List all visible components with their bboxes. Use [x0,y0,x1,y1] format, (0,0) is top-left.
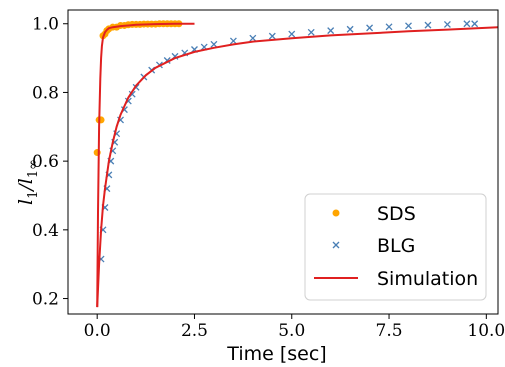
y-tick-label: 0.2 [32,290,59,310]
plot-frame [67,9,499,315]
y-tick-label: 0.4 [32,221,59,241]
y-axis-ticks: 0.2 0.4 0.6 0.8 1.0 [32,15,68,310]
blg-point [346,25,354,33]
blg-point [424,21,432,29]
x-tick-label: 10.0 [467,321,505,341]
legend-blg-marker [332,241,340,249]
blg-point [471,20,479,28]
chart-marks [93,20,499,308]
legend-label: BLG [377,235,415,257]
legend-label: Simulation [377,268,478,290]
legend-label: SDS [377,203,416,225]
blg-point [307,28,315,36]
legend-box [304,193,487,301]
x-tick-label: 2.5 [181,321,208,341]
blg-point [268,32,276,40]
blg-point [385,23,393,31]
blg-point [327,27,335,35]
y-axis-label: l1/l1∞ [15,159,41,205]
simulation-line [96,26,499,308]
blg-point [463,20,471,28]
x-tick-label: 7.5 [376,321,403,341]
y-tick-label: 0.8 [32,83,59,103]
blg-point [249,34,257,42]
x-tick-label: 0.0 [84,321,111,341]
simulation-line [96,22,195,308]
blg-point [210,40,218,48]
blg-point [443,20,451,28]
blg-point [405,22,412,30]
y-tick-label: 1.0 [32,15,59,35]
x-axis-label: Time [sec] [226,343,326,365]
x-tick-label: 5.0 [278,321,305,341]
blg-point [229,37,237,45]
legend-sds-marker [332,209,340,217]
blg-point [288,30,296,38]
blg-point [366,24,374,32]
y-tick-label: 0.6 [32,152,59,172]
x-axis-ticks: 0.0 2.5 5.0 7.5 10.0 [84,314,505,341]
legend: SDS BLG Simulation [304,193,487,301]
